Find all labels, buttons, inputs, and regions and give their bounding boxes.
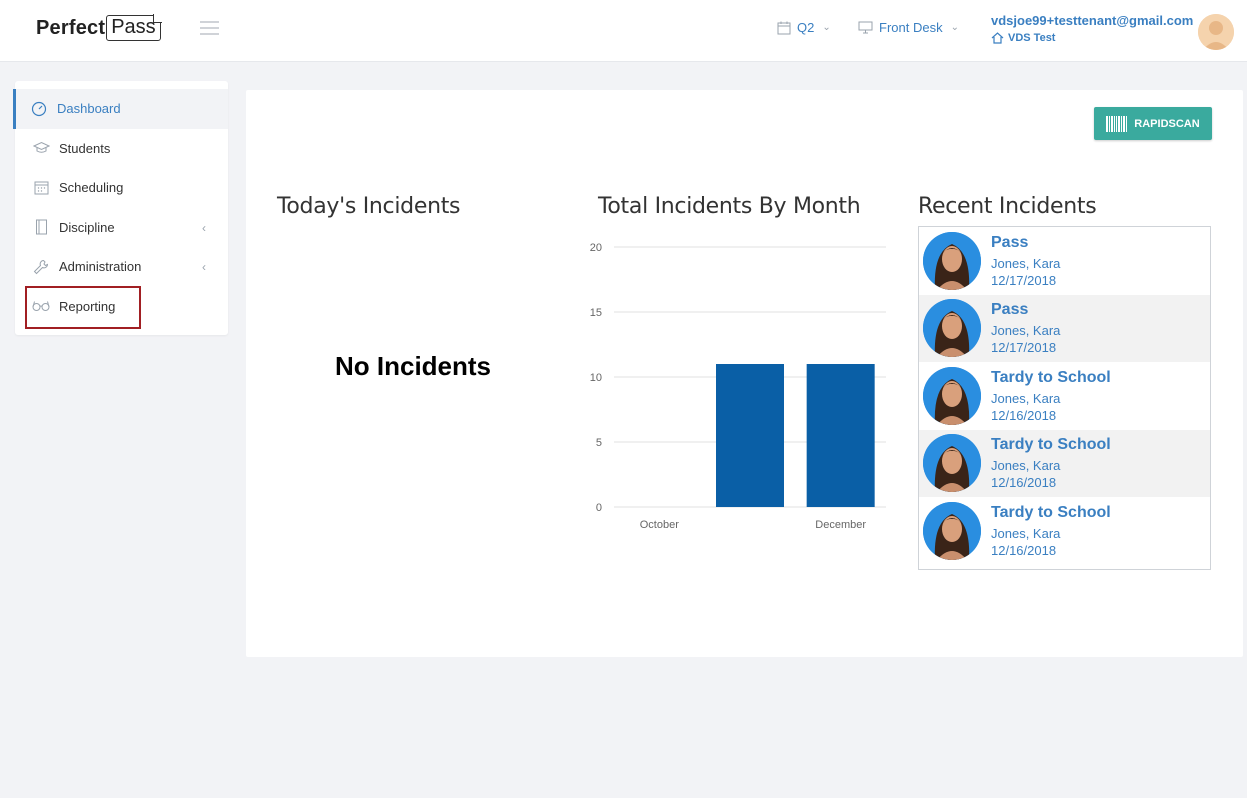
todays-incidents-title: Today's Incidents	[277, 194, 461, 219]
location-selector[interactable]: Front Desk ⌄	[858, 20, 959, 35]
y-tick-label: 0	[596, 502, 602, 514]
student-name: Jones, Kara	[991, 323, 1061, 339]
no-incidents-text: No Incidents	[335, 351, 492, 381]
chevron-down-icon: ⌄	[950, 22, 959, 33]
student-photo	[923, 231, 981, 290]
graduation-cap-icon	[32, 139, 50, 157]
rapidscan-label: RAPIDSCAN	[1134, 117, 1200, 130]
location-label: Front Desk	[879, 20, 943, 35]
x-tick-label: December	[815, 519, 866, 531]
student-name: Jones, Kara	[991, 525, 1061, 541]
sidebar-item-label: Dashboard	[57, 101, 121, 117]
list-item[interactable]: Tardy to School Jones, Kara 12/16/2018	[919, 497, 1210, 565]
student-photo	[923, 501, 981, 560]
incident-info: Tardy to School Jones, Kara 12/16/2018	[991, 504, 1111, 558]
incident-type: Tardy to School	[991, 503, 1111, 521]
list-item[interactable]: Tardy to School Jones, Kara 12/16/2018	[919, 429, 1210, 497]
sidebar-item-label: Students	[59, 140, 111, 156]
sidebar-item-label: Scheduling	[59, 180, 124, 196]
sidebar-item-reporting[interactable]: Reporting	[15, 287, 228, 327]
list-item[interactable]: Pass Jones, Kara 12/17/2018	[919, 227, 1210, 295]
wrench-icon	[32, 258, 50, 276]
incident-info: Pass Jones, Kara 12/17/2018	[991, 234, 1060, 288]
logo-text-perfect: Perfect	[36, 16, 106, 39]
list-item[interactable]: Pass Jones, Kara 12/17/2018	[919, 294, 1210, 362]
home-icon	[991, 32, 1004, 44]
student-photo	[923, 434, 981, 493]
calendar-icon	[32, 179, 50, 197]
incident-type: Pass	[991, 233, 1029, 251]
chevron-left-icon: ‹	[202, 260, 206, 274]
student-photo	[923, 366, 981, 425]
incident-date: 12/17/2018	[991, 340, 1057, 356]
tenant-name: VDS Test	[991, 32, 1193, 44]
chart-title: Total Incidents By Month	[598, 194, 861, 219]
tenant-label: VDS Test	[1008, 32, 1056, 44]
student-name: Jones, Kara	[991, 390, 1061, 406]
incident-info: Tardy to School Jones, Kara 12/16/2018	[991, 436, 1111, 490]
student-name: Jones, Kara	[991, 458, 1061, 474]
dashboard-icon	[30, 100, 48, 118]
sidebar-item-discipline[interactable]: Discipline ‹	[15, 208, 228, 248]
sidebar-item-label: Reporting	[59, 298, 116, 314]
incident-info: Pass Jones, Kara 12/17/2018	[991, 301, 1060, 355]
sidebar-item-scheduling[interactable]: Scheduling	[15, 168, 228, 208]
term-label: Q2	[797, 20, 815, 35]
sidebar-item-dashboard[interactable]: Dashboard	[13, 89, 228, 129]
incident-info: Tardy to School Jones, Kara 12/16/2018	[991, 369, 1111, 423]
incident-date: 12/17/2018	[991, 272, 1057, 288]
y-tick-label: 15	[590, 307, 602, 319]
term-selector[interactable]: Q2 ⌄	[777, 20, 831, 35]
incident-date: 12/16/2018	[991, 475, 1057, 491]
y-tick-label: 10	[590, 372, 602, 384]
glasses-icon	[32, 297, 50, 315]
monitor-icon	[858, 21, 873, 34]
user-info[interactable]: vdsjoe99+testtenant@gmail.com VDS Test	[991, 13, 1193, 44]
chevron-down-icon: ⌄	[822, 22, 831, 33]
avatar[interactable]	[1198, 14, 1234, 50]
y-tick-label: 5	[596, 437, 602, 449]
incidents-by-month-chart: 0 5 10 15 20 October December	[590, 242, 886, 531]
sidebar-item-label: Discipline	[59, 219, 115, 235]
user-email: vdsjoe99+testtenant@gmail.com	[991, 13, 1194, 28]
y-tick-label: 20	[590, 242, 602, 254]
notebook-icon	[32, 218, 50, 236]
sidebar-item-label: Administration	[59, 259, 142, 275]
recent-incidents-list: Pass Jones, Kara 12/17/2018 Pass Jones, Kara…	[918, 226, 1211, 570]
main-panel: RAPIDSCAN Today's Incidents No Incidents…	[246, 90, 1243, 657]
incident-type: Pass	[991, 301, 1029, 319]
student-photo	[923, 299, 981, 358]
menu-toggle-icon[interactable]	[200, 21, 219, 35]
logo-text-pass: Pass	[106, 15, 161, 41]
list-item[interactable]: Tardy to School Jones, Kara 12/16/2018	[919, 362, 1210, 430]
top-header: Perfect Pass Q2 ⌄ Front Desk ⌄ vdsjoe99+…	[0, 0, 1247, 62]
calendar-icon	[777, 21, 791, 34]
sidebar-item-administration[interactable]: Administration ‹	[15, 247, 228, 287]
x-tick-label: October	[640, 519, 679, 531]
bar-december[interactable]	[806, 364, 875, 507]
logo[interactable]: Perfect Pass	[36, 14, 161, 42]
sidebar: Dashboard Students Scheduling Discipline…	[13, 81, 228, 335]
rapidscan-button[interactable]: RAPIDSCAN	[1094, 107, 1212, 140]
chevron-left-icon: ‹	[202, 220, 206, 235]
incident-date: 12/16/2018	[991, 542, 1057, 558]
incident-type: Tardy to School	[991, 368, 1111, 386]
sidebar-item-students[interactable]: Students	[15, 129, 228, 169]
barcode-icon	[1106, 115, 1128, 132]
recent-incidents-title: Recent Incidents	[918, 194, 1097, 219]
student-name: Jones, Kara	[991, 255, 1061, 271]
bar-november[interactable]	[716, 364, 784, 507]
incident-date: 12/16/2018	[991, 407, 1057, 423]
incident-type: Tardy to School	[991, 436, 1111, 454]
